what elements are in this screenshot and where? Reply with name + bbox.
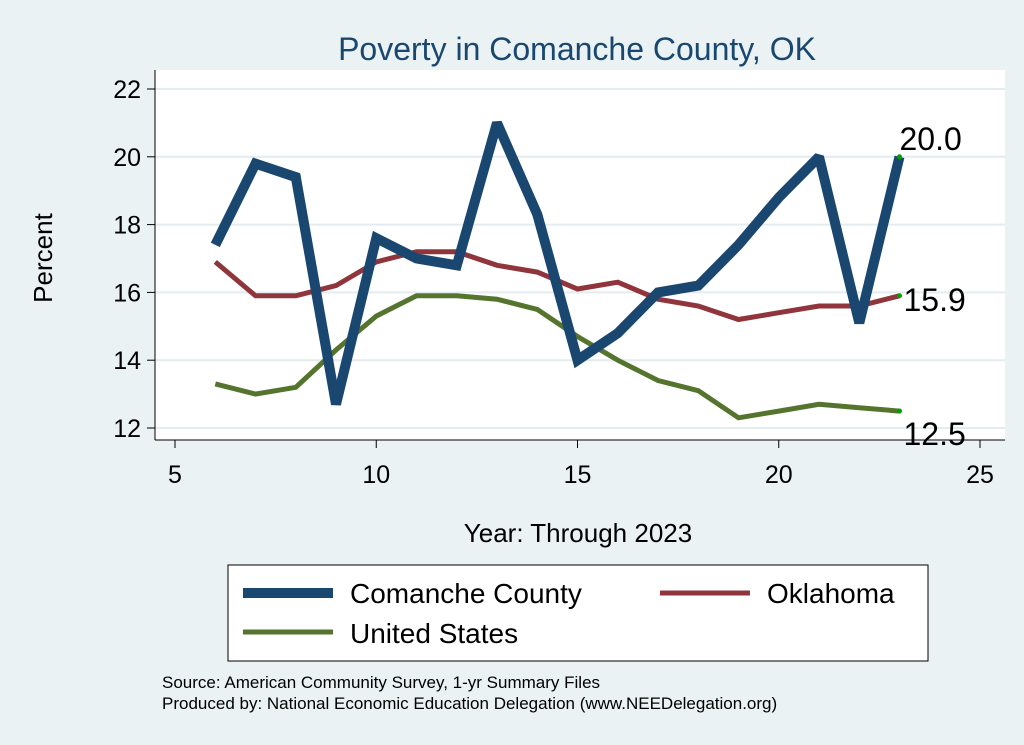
x-tick-label: 15 <box>564 461 592 489</box>
x-tick-label: 20 <box>765 461 793 489</box>
end-label-comanche-county: 20.0 <box>900 121 962 157</box>
plot-area <box>155 70 1005 440</box>
y-ticks: 12 14 16 18 20 22 <box>113 76 155 443</box>
source-note: Source: American Community Survey, 1-yr … <box>162 673 600 692</box>
legend-label-comanche-county: Comanche County <box>350 578 582 609</box>
y-tick-label: 18 <box>113 212 141 240</box>
y-tick-label: 20 <box>113 144 141 172</box>
y-tick-label: 12 <box>113 415 141 443</box>
x-tick-label: 25 <box>966 461 994 489</box>
legend-label-oklahoma: Oklahoma <box>767 578 895 609</box>
legend-box <box>227 564 929 662</box>
x-tick-label: 5 <box>168 461 182 489</box>
end-point-united-states <box>897 408 902 414</box>
chart-title: Poverty in Comanche County, OK <box>338 31 816 67</box>
end-point-oklahoma <box>897 293 902 299</box>
series-layer <box>210 120 905 421</box>
end-label-oklahoma: 15.9 <box>904 282 966 318</box>
end-label-united-states: 12.5 <box>904 416 966 452</box>
end-point-comanche-county <box>897 154 902 160</box>
y-tick-label: 16 <box>113 279 141 307</box>
series-line-comanche-county <box>210 120 905 406</box>
end-labels: 20.0 15.9 12.5 <box>900 121 966 452</box>
producer-note: Produced by: National Economic Education… <box>162 694 777 713</box>
y-tick-label: 22 <box>113 76 141 104</box>
y-axis-label: Percent <box>28 212 58 302</box>
x-ticks: 5 10 15 20 25 <box>168 440 994 489</box>
y-tick-label: 14 <box>113 347 141 375</box>
x-axis-label: Year: Through 2023 <box>464 518 692 548</box>
x-tick-label: 10 <box>362 461 390 489</box>
legend-label-united-states: United States <box>350 618 518 649</box>
